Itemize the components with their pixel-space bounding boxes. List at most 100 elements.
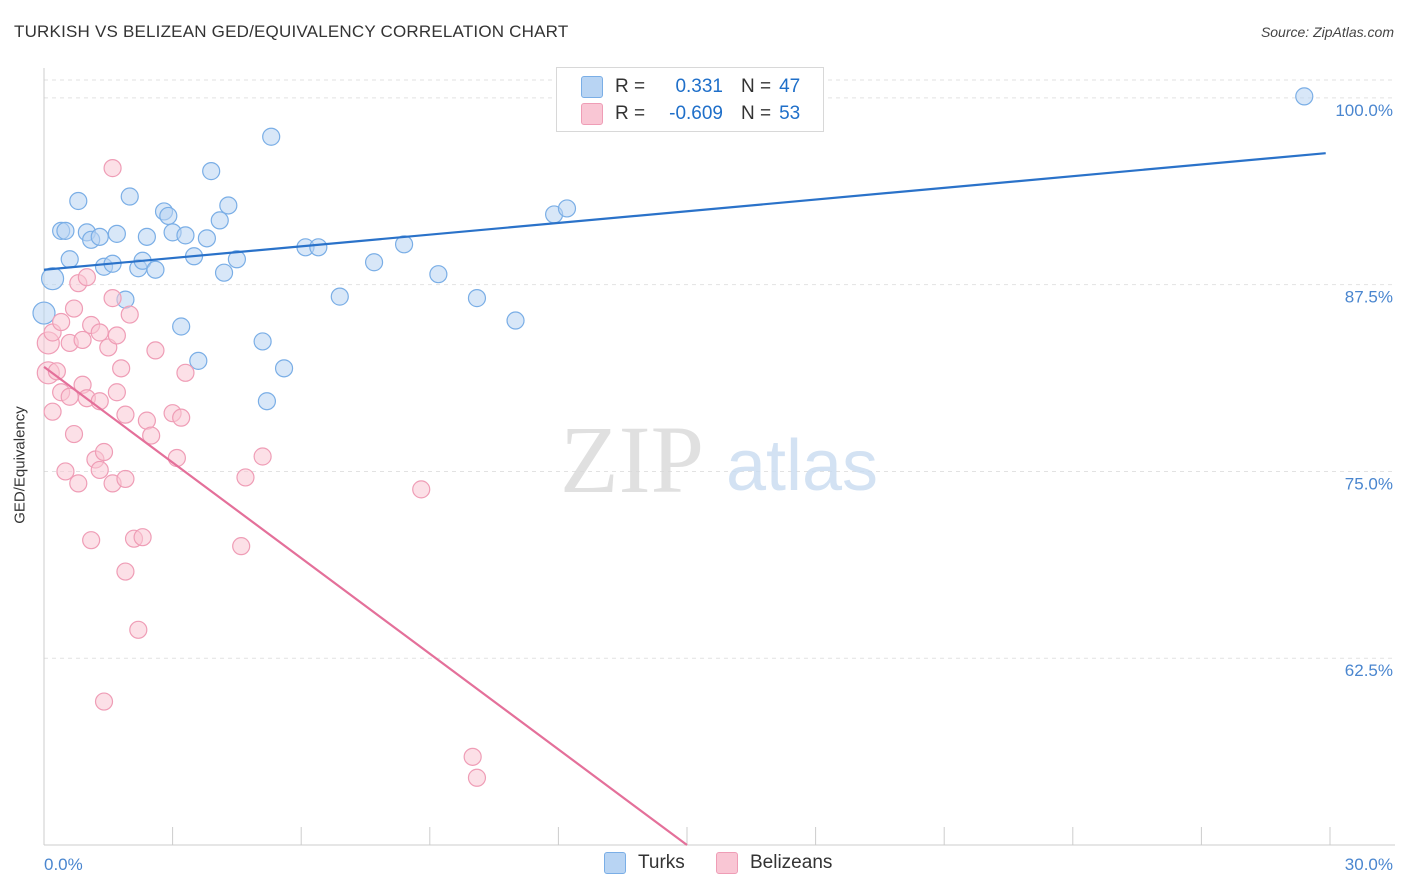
legend-item-belizeans[interactable]: Belizeans	[716, 852, 832, 874]
turks-point	[219, 196, 238, 215]
belizeans-point	[412, 480, 431, 499]
belizeans-point	[167, 448, 186, 468]
belizeans-point	[146, 341, 165, 360]
turks-point	[214, 263, 234, 282]
legend-row-belizeans: R = -0.609 N = 53	[581, 101, 800, 127]
belizeans-point	[94, 442, 114, 462]
belizeans-point	[52, 312, 71, 332]
turks-point	[253, 332, 272, 351]
belizeans-swatch	[581, 103, 603, 125]
watermark-atlas: atlas	[726, 426, 878, 506]
turks-point	[69, 191, 88, 211]
belizeans-point	[43, 402, 62, 421]
belizeans-trend-line	[43, 365, 688, 846]
belizeans-point	[64, 424, 84, 444]
belizeans-point	[73, 330, 92, 350]
turks-point	[210, 211, 229, 230]
belizeans-point	[64, 299, 84, 318]
turks-point	[330, 287, 349, 306]
turks-r-label: R =	[615, 76, 646, 97]
belizeans-point	[90, 460, 109, 480]
correlation-legend: R = 0.331 N = 47 R = -0.609 N = 53	[556, 67, 824, 132]
belizeans-point	[232, 537, 251, 556]
turks-point	[257, 392, 277, 411]
belizeans-point	[77, 268, 96, 287]
y-tick-label: 75.0%	[1345, 474, 1393, 493]
turks-point	[467, 289, 487, 308]
turks-point	[197, 229, 216, 248]
belizeans-legend-swatch	[716, 852, 738, 874]
belizeans-point	[172, 408, 191, 427]
belizeans-point	[107, 383, 126, 402]
turks-legend-swatch	[604, 852, 626, 874]
turks-n-label: N =	[741, 76, 772, 97]
belizeans-r-value: -0.609	[669, 103, 723, 124]
turks-point	[262, 127, 281, 146]
legend-row-turks: R = 0.331 N = 47	[581, 74, 800, 100]
turks-point	[506, 311, 525, 330]
turks-point	[309, 238, 328, 257]
turks-point	[107, 224, 126, 243]
turks-point	[394, 235, 414, 254]
turks-point	[364, 253, 384, 272]
turks-point	[176, 226, 195, 245]
watermark-zip: ZIP	[560, 406, 704, 513]
belizeans-point	[129, 620, 148, 639]
turks-point	[40, 267, 65, 291]
belizeans-point	[90, 323, 109, 342]
belizeans-point	[116, 469, 135, 489]
turks-trend-line	[43, 152, 1326, 271]
turks-point	[172, 317, 191, 336]
turks-point	[56, 221, 75, 240]
turks-point	[227, 250, 246, 269]
belizeans-point	[82, 531, 101, 550]
belizeans-point	[103, 159, 122, 178]
belizeans-r-label: R =	[615, 103, 646, 124]
belizeans-point	[236, 468, 255, 487]
belizeans-point	[107, 326, 126, 345]
belizeans-point	[176, 363, 195, 382]
y-tick-label: 100.0%	[1335, 101, 1393, 120]
belizeans-point	[103, 289, 122, 308]
belizeans-point	[116, 405, 135, 424]
belizeans-n-label: N =	[741, 103, 772, 124]
belizeans-point	[133, 528, 152, 547]
turks-point	[32, 301, 56, 325]
turks-point	[146, 260, 165, 279]
turks-point	[274, 359, 294, 378]
x-tick-label-max: 30.0%	[1345, 855, 1393, 874]
legend-item-turks[interactable]: Turks	[604, 852, 685, 874]
belizeans-point	[94, 692, 114, 711]
source-label: Source: ZipAtlas.com	[1260, 24, 1394, 40]
belizeans-point	[253, 447, 272, 466]
turks-point	[189, 351, 208, 370]
turks-point	[429, 265, 448, 284]
turks-n-value: 47	[779, 76, 801, 97]
turks-point	[1295, 87, 1314, 106]
turks-r-value: 0.331	[675, 76, 723, 97]
belizeans-point	[137, 411, 156, 430]
turks-legend-label: Turks	[638, 852, 685, 873]
turks-point	[159, 206, 178, 226]
series-legend: Turks Belizeans	[0, 852, 1406, 878]
y-tick-label: 87.5%	[1345, 288, 1393, 307]
belizeans-legend-label: Belizeans	[750, 852, 833, 873]
turks-point	[557, 199, 577, 218]
belizeans-n-value: 53	[779, 103, 801, 124]
belizeans-point	[142, 426, 161, 445]
belizeans-point	[69, 474, 88, 493]
turks-point	[120, 187, 139, 206]
belizeans-point	[120, 305, 139, 324]
belizeans-point	[467, 768, 487, 787]
belizeans-point	[463, 747, 482, 766]
belizeans-point	[56, 462, 75, 481]
x-tick-label-min: 0.0%	[44, 855, 83, 874]
belizeans-point	[112, 359, 131, 378]
turks-point	[137, 227, 156, 246]
turks-point	[60, 250, 79, 269]
chart-title: TURKISH VS BELIZEAN GED/EQUIVALENCY CORR…	[14, 22, 569, 41]
turks-swatch	[581, 76, 603, 98]
y-tick-label: 62.5%	[1345, 661, 1393, 680]
belizeans-point	[116, 562, 135, 581]
turks-point	[90, 227, 109, 246]
